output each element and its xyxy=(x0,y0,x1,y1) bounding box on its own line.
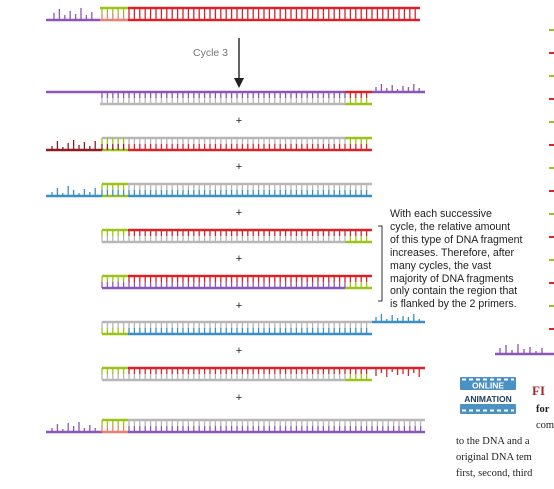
dna-fragment xyxy=(101,314,425,336)
badge-line-1: ONLINE xyxy=(472,381,504,391)
plus-sign: + xyxy=(236,392,242,404)
dna-fragment xyxy=(101,366,425,382)
right-edge-marks xyxy=(549,29,554,330)
annotation-line: cycle, the relative amount xyxy=(390,220,511,233)
dna-fragments-group xyxy=(46,6,425,434)
dna-fragment xyxy=(46,136,372,152)
dna-fragment xyxy=(46,6,420,22)
film-strip-icon xyxy=(460,377,516,390)
caption-line-com: com xyxy=(536,420,554,431)
plus-sign: + xyxy=(236,345,242,357)
plus-sign: + xyxy=(236,161,242,173)
plus-sign: + xyxy=(236,207,242,219)
figure-label-fragment: FI xyxy=(532,383,545,398)
dna-fragment xyxy=(101,274,372,290)
annotation-line: majority of DNA fragments xyxy=(390,272,514,285)
annotation-line: many cycles, the vast xyxy=(390,259,492,272)
annotation-bracket xyxy=(378,225,383,302)
plus-signs-group: + + + + + + + xyxy=(236,115,242,404)
dna-fragment xyxy=(46,418,425,434)
plus-sign: + xyxy=(236,115,242,127)
dna-fragment xyxy=(46,182,372,198)
plus-sign: + xyxy=(236,300,242,312)
dna-fragment xyxy=(46,84,425,106)
caption-line-1: to the DNA and a xyxy=(456,436,530,447)
cycle-arrow xyxy=(234,38,244,88)
plus-sign: + xyxy=(236,253,242,265)
online-animation-badge[interactable]: ONLINE ANIMATION xyxy=(452,376,524,416)
caption-line-3: first, second, third xyxy=(456,468,533,479)
cropped-fragment-right xyxy=(495,344,554,356)
badge-line-2: ANIMATION xyxy=(464,394,512,404)
caption-line-2: original DNA tem xyxy=(456,452,532,463)
annotation-line: only contain the region that xyxy=(390,285,518,298)
dna-fragment xyxy=(101,228,372,244)
annotation-line: With each successive xyxy=(390,208,492,220)
caption-bold-fragment: for xyxy=(536,404,550,415)
annotation-text: With each successive cycle, the relative… xyxy=(390,208,550,311)
annotation-line: increases. Therefore, after xyxy=(390,246,515,259)
annotation-line: is flanked by the 2 primers. xyxy=(390,298,517,311)
cycle-label: Cycle 3 xyxy=(193,47,228,59)
annotation-line: of this type of DNA fragment xyxy=(390,233,523,246)
